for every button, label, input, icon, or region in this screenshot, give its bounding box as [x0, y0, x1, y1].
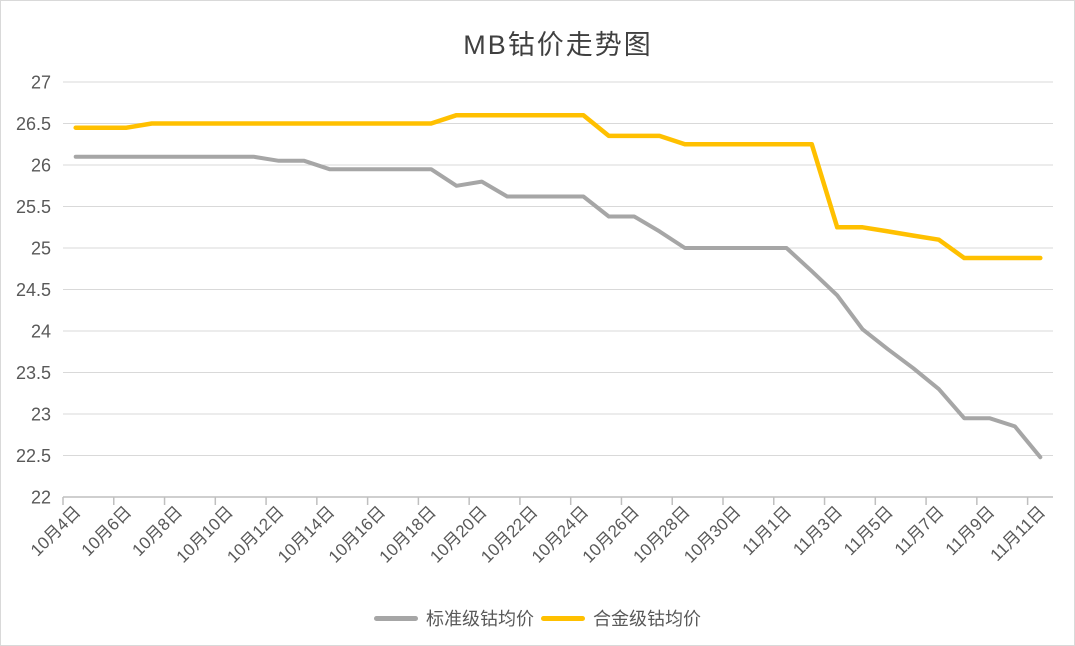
chart-title: MB钴价走势图	[463, 30, 653, 60]
y-axis-label: 22	[31, 488, 51, 508]
x-axis-label: 11月3日	[789, 502, 846, 559]
y-axis-label: 22.5	[16, 446, 51, 466]
y-axis-label: 24.5	[16, 280, 51, 300]
x-axis-label: 11月1日	[739, 502, 796, 559]
chart-legend: 标准级钴均价 合金级钴均价	[1, 605, 1074, 631]
legend-label-standard: 标准级钴均价	[425, 609, 534, 629]
y-axis-label: 27	[31, 73, 51, 93]
y-axis-label: 25.5	[16, 197, 51, 217]
y-axis-label: 25	[31, 239, 51, 259]
legend-line-swatch-standard	[373, 615, 418, 621]
legend-item-alloy-grade: 合金级钴均价	[541, 605, 701, 631]
x-axis-label: 11月7日	[891, 502, 948, 559]
x-axis-label: 10月4日	[27, 502, 85, 560]
x-axis-label: 11月11日	[987, 502, 1049, 564]
y-axis-label: 24	[31, 322, 51, 342]
y-axis-label: 26	[31, 156, 51, 176]
legend-item-standard-grade: 标准级钴均价	[373, 605, 534, 631]
series-line-standard-grade	[73, 154, 1043, 460]
series-line-alloy-grade	[73, 112, 1043, 261]
y-axis-label: 26.5	[16, 114, 51, 134]
legend-line-swatch-alloy	[541, 615, 585, 621]
legend-label-alloy: 合金级钴均价	[593, 609, 701, 629]
x-axis-label: 11月5日	[840, 502, 897, 559]
x-axis-label: 10月6日	[78, 502, 136, 560]
y-axis-label: 23	[31, 405, 51, 425]
y-axis-label: 23.5	[16, 363, 51, 383]
